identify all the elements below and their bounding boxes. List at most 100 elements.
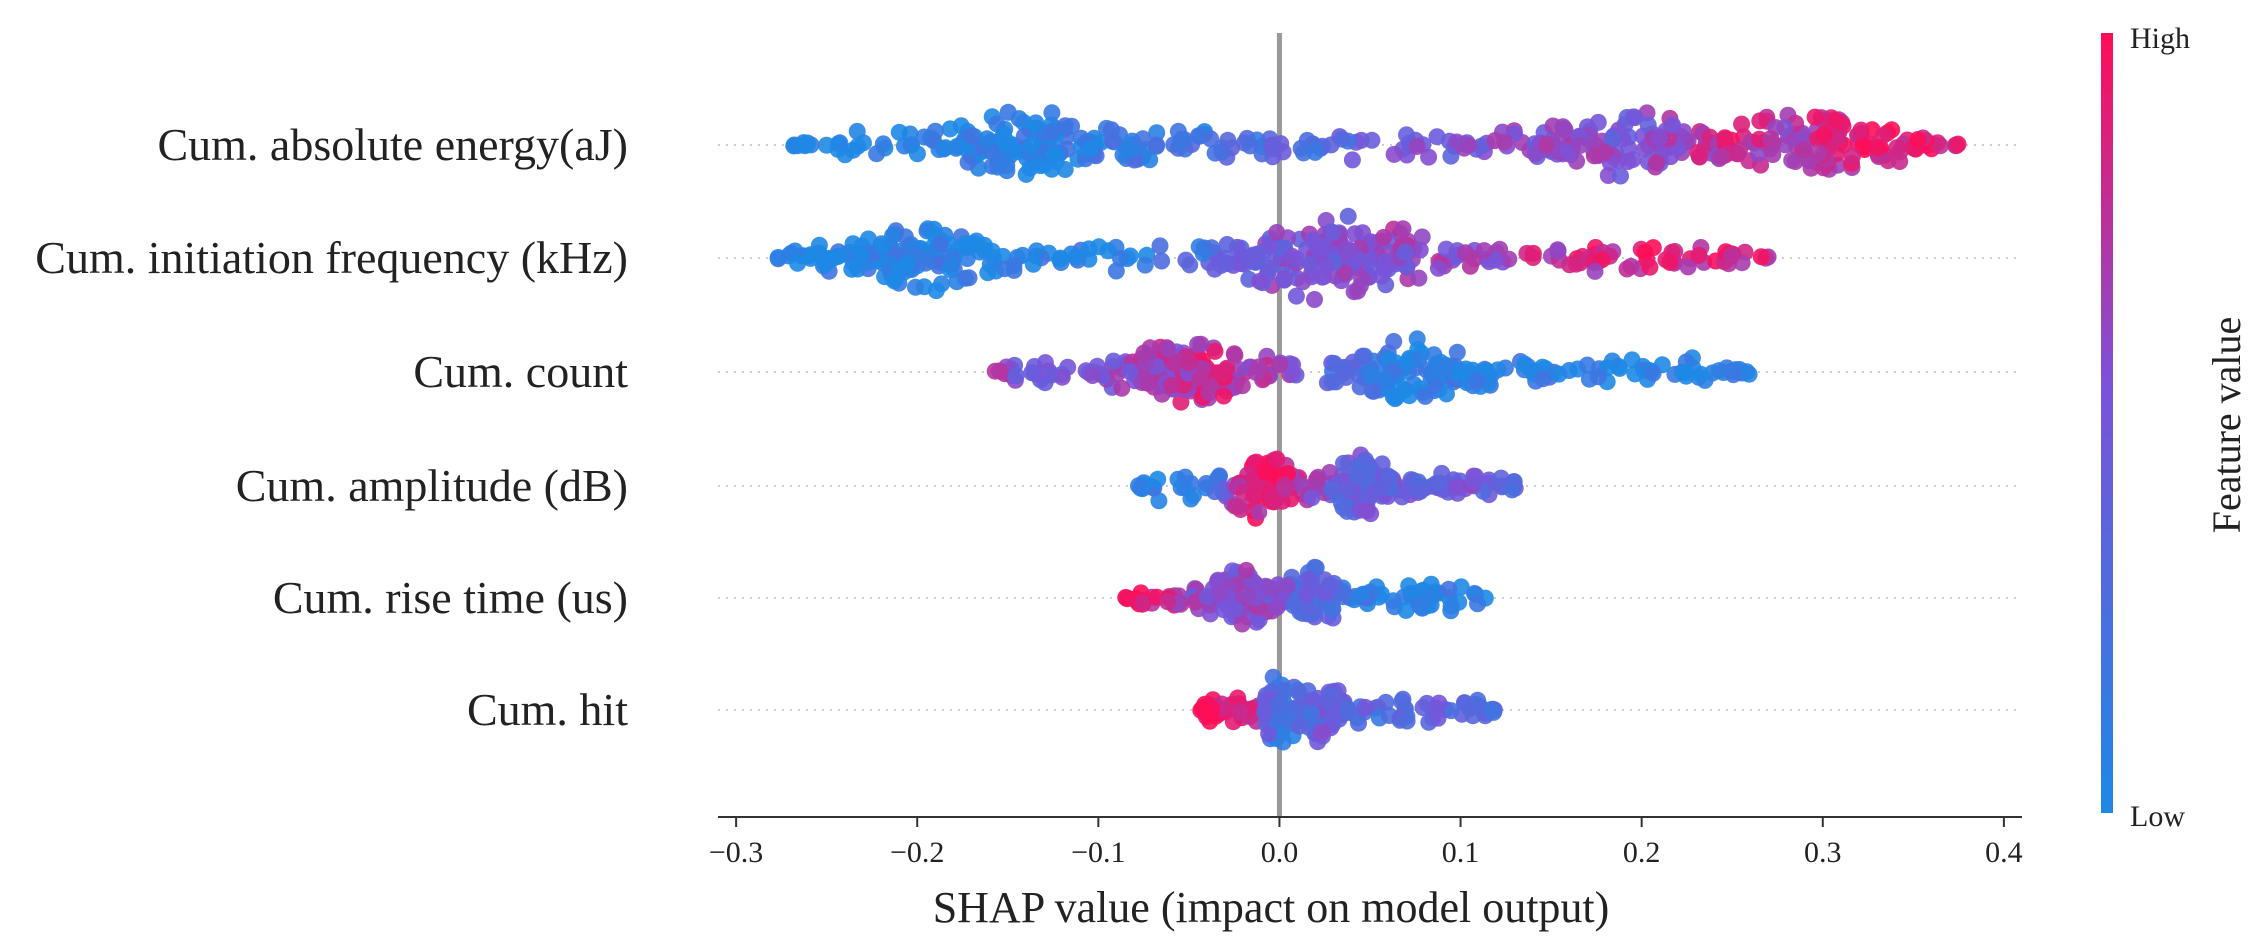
- colorbar-title: Feature value: [2204, 317, 2249, 534]
- shap-point: [1438, 385, 1455, 403]
- shap-point: [1749, 145, 1767, 163]
- shap-point: [1133, 594, 1151, 612]
- shap-point: [1469, 595, 1486, 613]
- shap-point: [1639, 116, 1657, 134]
- shap-point: [1393, 488, 1411, 506]
- shap-point: [1136, 256, 1154, 274]
- shap-point: [1442, 147, 1460, 165]
- x-tick-label: −0.2: [890, 836, 944, 869]
- shap-point: [898, 255, 916, 273]
- shap-point: [1336, 264, 1354, 282]
- shap-point: [1218, 236, 1236, 253]
- shap-point: [1448, 343, 1466, 361]
- shap-point: [1192, 335, 1210, 353]
- shap-point: [1353, 347, 1371, 365]
- shap-point: [1354, 585, 1372, 603]
- shap-point: [1400, 577, 1418, 595]
- x-tick-label: −0.3: [709, 836, 763, 869]
- shap-point: [1410, 351, 1428, 368]
- shap-point: [958, 140, 976, 158]
- shap-point: [1783, 151, 1801, 169]
- shap-point: [960, 269, 978, 287]
- shap-point: [1322, 481, 1340, 499]
- shap-point: [1619, 153, 1637, 170]
- shap-point: [1625, 108, 1643, 126]
- shap-point: [1578, 356, 1596, 374]
- shap-point: [1795, 141, 1813, 159]
- shap-point: [1618, 260, 1636, 278]
- shap-point: [1226, 346, 1244, 364]
- shap-point: [1275, 271, 1293, 289]
- x-tick-label: 0.1: [1442, 836, 1480, 869]
- shap-point: [1010, 110, 1028, 128]
- shap-point: [1176, 468, 1194, 486]
- shap-point: [1411, 482, 1429, 500]
- shap-point: [1233, 377, 1251, 395]
- shap-point: [1245, 487, 1263, 504]
- shap-point: [1324, 224, 1342, 241]
- feature-label: Cum. hit: [467, 684, 628, 735]
- shap-point: [802, 246, 820, 264]
- shap-point: [1496, 133, 1514, 151]
- shap-point: [998, 162, 1016, 180]
- shap-point: [1081, 140, 1099, 158]
- shap-point: [1333, 130, 1351, 148]
- x-tick-label: 0.3: [1804, 836, 1842, 869]
- shap-point: [1005, 257, 1023, 275]
- shap-point: [1269, 696, 1287, 714]
- shap-point: [1647, 154, 1665, 172]
- shap-point: [1874, 126, 1892, 144]
- shap-point: [1396, 244, 1414, 261]
- shap-point: [1148, 124, 1166, 142]
- shap-point: [843, 260, 861, 278]
- shap-point: [1284, 365, 1301, 383]
- beeswarm-points: [769, 103, 1967, 751]
- shap-point: [1134, 130, 1152, 148]
- shap-point: [1197, 475, 1215, 492]
- shap-point: [1764, 146, 1782, 163]
- shap-point: [1112, 250, 1129, 268]
- shap-point: [1718, 359, 1736, 377]
- shap-point: [1271, 356, 1289, 374]
- shap-point: [1891, 153, 1909, 170]
- shap-point: [1949, 135, 1967, 153]
- shap-point: [1306, 143, 1324, 161]
- shap-point: [1159, 340, 1177, 358]
- shap-point: [1335, 454, 1352, 472]
- shap-point: [1677, 364, 1695, 382]
- shap-point: [1268, 224, 1286, 241]
- shap-point: [1024, 255, 1042, 273]
- shap-point: [1042, 124, 1060, 142]
- shap-point: [1411, 241, 1429, 259]
- shap-point: [1268, 450, 1286, 468]
- shap-point: [1524, 249, 1542, 266]
- feature-label: Cum. absolute energy(aJ): [157, 119, 628, 170]
- shap-point: [1323, 704, 1341, 722]
- shap-point: [1650, 129, 1668, 147]
- shap-point: [937, 139, 954, 157]
- shap-point: [1233, 615, 1251, 633]
- shap-point: [1200, 384, 1218, 402]
- shap-point: [1250, 358, 1268, 376]
- shap-point: [991, 362, 1009, 380]
- shap-point: [1492, 469, 1510, 487]
- x-tick-label: 0.2: [1623, 836, 1661, 869]
- shap-point: [1215, 387, 1233, 405]
- shap-point: [1752, 248, 1770, 266]
- shap-point: [1416, 387, 1434, 405]
- shap-point: [1690, 246, 1708, 264]
- shap-point: [1325, 355, 1343, 372]
- shap-point: [1294, 273, 1312, 291]
- x-axis: −0.3 −0.2 −0.1 0.0 0.1 0.2 0.3 0.4: [709, 816, 2023, 869]
- shap-point: [1226, 497, 1244, 515]
- shap-point: [789, 254, 807, 272]
- shap-point: [1317, 257, 1335, 275]
- shap-point: [1641, 258, 1659, 276]
- shap-point: [1852, 121, 1870, 139]
- shap-point: [1414, 699, 1432, 716]
- shap-point: [1290, 684, 1308, 702]
- shap-point: [978, 130, 996, 148]
- shap-point: [1339, 701, 1357, 718]
- shap-point: [1256, 703, 1273, 721]
- shap-point: [1537, 136, 1555, 154]
